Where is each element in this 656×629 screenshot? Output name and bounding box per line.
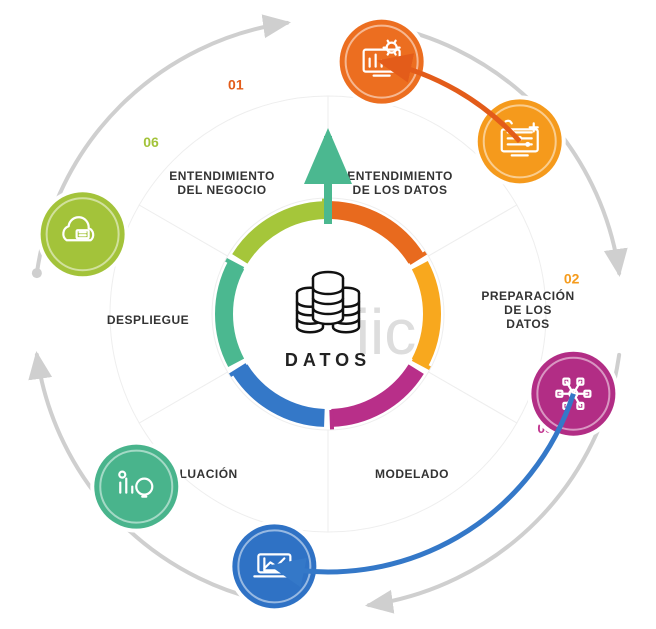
watermark-text: www.iic.uam.es (0, 0, 6, 3)
watermark-text: www.iic.uam.es (0, 0, 6, 3)
sector-number-02: 02 (564, 270, 580, 286)
sector-icon-06 (37, 188, 129, 280)
sector-label-02: ENTENDIMIENTODE LOS DATOS (347, 169, 453, 197)
sector-number-06: 06 (143, 134, 159, 150)
sector-label-04: MODELADO (375, 467, 449, 481)
watermark-text: www.iic.uam.es (0, 0, 6, 3)
sector-number-01: 01 (228, 77, 244, 93)
sector-label-06: DESPLIEGUE (107, 313, 189, 327)
sector-icon-05 (90, 441, 182, 533)
sector-icon-01 (336, 16, 428, 108)
center-label: DATOS (285, 350, 371, 370)
watermark-text: www.iic.uam.es (0, 0, 6, 3)
sector-label-01: ENTENDIMIENTODEL NEGOCIO (169, 169, 275, 197)
